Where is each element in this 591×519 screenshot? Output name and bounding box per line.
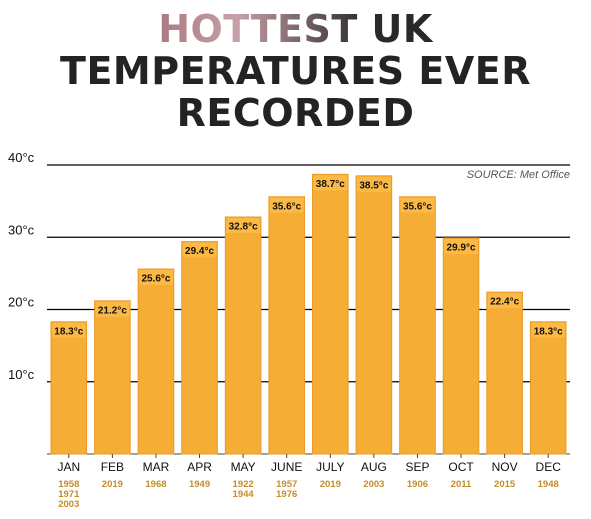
category-label: JUNE — [271, 460, 302, 474]
source-label: SOURCE: Met Office — [467, 169, 570, 181]
y-tick-label: 10°c — [8, 367, 35, 382]
bar — [50, 321, 88, 455]
bar — [442, 237, 480, 455]
bar — [137, 268, 175, 455]
y-tick-label: 40°c — [8, 150, 35, 165]
record-year-label: 1976 — [276, 489, 297, 500]
record-year-label: 1971 — [58, 489, 80, 500]
bar — [268, 196, 305, 455]
value-label-box — [444, 238, 478, 254]
category-label: APR — [187, 460, 212, 474]
value-label: 38.5°c — [359, 180, 388, 191]
value-label-box — [313, 175, 348, 191]
bar — [355, 175, 393, 455]
title-line-3: RECORDED — [176, 91, 415, 135]
record-year-label: 1949 — [189, 479, 210, 490]
category-label: NOV — [492, 460, 518, 474]
record-year-label: 1922 — [233, 479, 254, 490]
value-label-box — [269, 197, 304, 213]
value-label: 18.3°c — [534, 326, 563, 337]
value-label-box — [531, 322, 565, 338]
category-label: FEB — [101, 460, 124, 474]
value-label: 22.4°c — [490, 297, 519, 308]
record-year-label: 2011 — [451, 479, 472, 490]
title-line-1: HOTTEST UK — [0, 8, 591, 50]
record-year-label: 2003 — [58, 499, 79, 510]
value-label: 32.8°c — [229, 222, 258, 233]
category-label: JAN — [57, 460, 80, 474]
value-label-box — [400, 197, 435, 213]
category-label: AUG — [361, 460, 387, 474]
bar — [94, 300, 131, 455]
record-year-label: 1948 — [538, 479, 559, 490]
value-label: 25.6°c — [141, 274, 170, 285]
y-tick-label: 30°c — [8, 222, 35, 237]
value-label-box — [487, 293, 522, 309]
record-year-label: 2019 — [320, 479, 341, 490]
category-label: MAY — [231, 460, 256, 474]
record-year-label: 2003 — [363, 479, 384, 490]
bar — [529, 321, 567, 455]
category-label: DEC — [536, 460, 562, 474]
value-labels: 18.3°c 21.2°c 25.6°c 29.4°c 32.8°c 35.6°c 38.7… — [52, 175, 565, 338]
value-label-box — [357, 176, 391, 192]
category-label: SEP — [405, 460, 429, 474]
y-tick-label: 20°c — [8, 295, 35, 310]
record-year-label: 1968 — [145, 479, 166, 490]
record-year-label: 1944 — [233, 489, 255, 500]
record-year-label: 1958 — [58, 479, 79, 490]
value-label: 35.6°c — [403, 201, 432, 212]
grid-lines — [47, 164, 570, 455]
value-label: 18.3°c — [54, 326, 83, 337]
bar — [486, 291, 523, 455]
value-label-box — [182, 242, 217, 258]
value-label: 29.9°c — [447, 242, 476, 253]
bar — [224, 216, 262, 455]
record-year-label: 1957 — [276, 479, 297, 490]
value-label: 38.7°c — [316, 179, 345, 190]
value-label-box — [139, 270, 173, 286]
record-year-label: 1906 — [407, 479, 428, 490]
value-label: 35.6°c — [272, 201, 301, 212]
value-label: 29.4°c — [185, 246, 214, 257]
value-label-box — [226, 218, 260, 234]
bar — [181, 241, 218, 455]
title-line-2: TEMPERATURES EVER — [60, 49, 531, 93]
axis-labels: 10°c20°c30°c40°cJAN195819712003FEB2019MA… — [8, 150, 561, 510]
category-label: OCT — [448, 460, 474, 474]
category-label: MAR — [143, 460, 170, 474]
bars — [50, 173, 567, 455]
value-label-box — [52, 322, 86, 338]
bar — [312, 173, 349, 455]
value-label-box — [95, 301, 130, 317]
bar — [399, 196, 436, 455]
value-label: 21.2°c — [98, 305, 127, 316]
record-year-label: 2015 — [494, 479, 516, 490]
chart-title: HOTTEST UK TEMPERATURES EVER RECORDED — [0, 8, 591, 134]
record-year-label: 2019 — [102, 479, 123, 490]
category-label: JULY — [316, 460, 344, 474]
